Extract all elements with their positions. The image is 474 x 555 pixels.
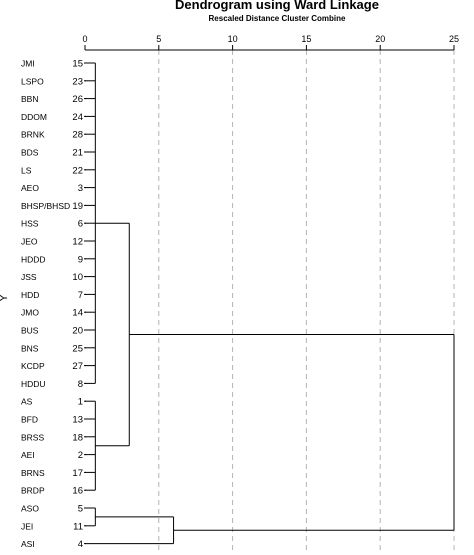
x-tick-label: 15 xyxy=(301,34,311,44)
leaf-case-number: 18 xyxy=(72,432,83,443)
leaf-case-number: 20 xyxy=(72,326,83,337)
leaf-label: JEO xyxy=(21,237,38,247)
leaf-label: LSPO xyxy=(21,76,44,86)
x-tick-label: 20 xyxy=(375,34,385,44)
leaf-label: DDOM xyxy=(21,112,47,122)
chart-subtitle: Rescaled Distance Cluster Combine xyxy=(208,14,346,23)
leaf-label: JMO xyxy=(21,308,39,318)
leaf-label: AEI xyxy=(21,450,35,460)
leaf-label: BBN xyxy=(21,94,38,104)
leaf-label: HDD xyxy=(21,290,39,300)
chart-title: Dendrogram using Ward Linkage xyxy=(175,0,379,12)
leaf-label: JEI xyxy=(21,521,33,531)
leaf-case-number: 6 xyxy=(78,219,83,230)
leaf-label: JMI xyxy=(21,59,35,69)
leaf-case-number: 22 xyxy=(72,165,83,176)
leaf-case-number: 12 xyxy=(72,237,83,248)
leaf-label: BUS xyxy=(21,326,39,336)
leaf-case-number: 2 xyxy=(78,450,83,461)
leaf-case-number: 24 xyxy=(72,112,83,123)
leaf-case-number: 9 xyxy=(78,254,83,265)
x-tick-label: 10 xyxy=(228,34,238,44)
leaf-label: ASI xyxy=(21,539,35,549)
leaf-label: BRNK xyxy=(21,130,45,140)
leaf-case-number: 8 xyxy=(78,379,83,390)
leaf-label: HSS xyxy=(21,219,39,229)
x-tick-label: 0 xyxy=(82,34,87,44)
leaf-case-number: 23 xyxy=(72,76,83,87)
leaf-case-number: 14 xyxy=(72,308,83,319)
leaf-label: BRNS xyxy=(21,468,45,478)
leaf-label: AS xyxy=(21,397,33,407)
leaf-case-number: 11 xyxy=(73,521,83,532)
leaf-label: BFD xyxy=(21,415,38,425)
leaf-case-number: 15 xyxy=(72,59,83,70)
leaf-case-number: 27 xyxy=(72,361,83,372)
x-tick-label: 5 xyxy=(156,34,161,44)
x-tick-label: 25 xyxy=(449,34,459,44)
leaf-case-number: 1 xyxy=(78,397,83,408)
leaf-case-number: 16 xyxy=(72,486,83,497)
leaf-case-number: 5 xyxy=(78,504,83,515)
leaf-case-number: 4 xyxy=(78,539,83,550)
leaf-case-number: 10 xyxy=(72,272,83,283)
leaf-label: JSS xyxy=(21,272,37,282)
leaf-label: BDS xyxy=(21,148,39,158)
leaf-case-number: 25 xyxy=(72,343,83,354)
leaf-case-number: 21 xyxy=(72,148,83,159)
leaf-case-number: 7 xyxy=(78,290,83,301)
leaf-case-number: 19 xyxy=(72,201,83,212)
leaf-label: HDDD xyxy=(21,254,46,264)
leaf-label: KCDP xyxy=(21,361,45,371)
leaf-case-number: 28 xyxy=(72,130,83,141)
leaf-case-number: 3 xyxy=(78,183,83,194)
leaf-label: BRSS xyxy=(21,432,44,442)
leaf-case-number: 17 xyxy=(72,468,83,479)
leaf-label: HDDU xyxy=(21,379,46,389)
leaf-label: BNS xyxy=(21,343,39,353)
leaf-label: LS xyxy=(21,165,32,175)
leaf-case-number: 13 xyxy=(72,415,83,426)
leaf-label: ASO xyxy=(21,504,39,514)
leaf-label: AEO xyxy=(21,183,39,193)
leaf-label: BRDP xyxy=(21,486,45,496)
leaf-label: BHSP/BHSD xyxy=(21,201,70,211)
leaf-case-number: 26 xyxy=(72,94,83,105)
